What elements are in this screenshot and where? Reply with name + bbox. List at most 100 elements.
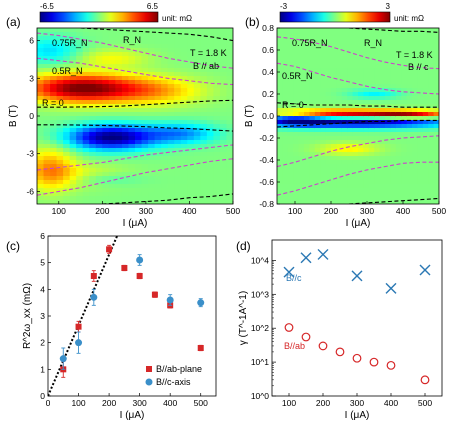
heatmap-cell — [347, 148, 354, 153]
data-point-circle — [197, 299, 205, 307]
heatmap-cell — [141, 36, 149, 41]
heatmap-cell — [154, 32, 162, 37]
heatmap-cell — [417, 84, 424, 89]
heatmap-cell — [325, 100, 332, 105]
heatmap-cell — [336, 48, 343, 53]
heatmap-cell — [37, 64, 45, 69]
heatmap-cell — [219, 192, 228, 197]
heatmap-cell — [314, 136, 321, 141]
heatmap-cell — [298, 76, 305, 81]
heatmap-cell — [37, 196, 45, 201]
heatmap-cell — [128, 32, 136, 37]
heatmap-cell — [293, 184, 300, 189]
heatmap-cell — [401, 84, 408, 89]
heatmap-cell — [213, 184, 221, 189]
heatmap-cell — [417, 96, 424, 101]
heatmap-cell — [37, 100, 45, 105]
heatmap-cell — [76, 80, 84, 85]
heatmap-cell — [320, 196, 327, 201]
heatmap-cell — [56, 44, 64, 49]
heatmap-cell — [213, 72, 221, 77]
data-point-x — [300, 252, 312, 264]
heatmap-cell — [43, 112, 51, 117]
heatmap-cell — [200, 152, 208, 157]
heatmap-cell — [89, 116, 97, 121]
heatmap-cell — [374, 172, 381, 177]
y-tick-label: 3 — [29, 73, 34, 83]
heatmap-cell — [385, 32, 391, 37]
heatmap-cell — [325, 176, 332, 181]
heatmap-cell — [325, 168, 332, 173]
data-point-x — [317, 248, 329, 260]
heatmap-cell — [167, 176, 175, 181]
heatmap-cell — [213, 140, 221, 145]
heatmap-cell — [69, 56, 77, 61]
heatmap-cell — [200, 68, 208, 73]
data-point-circle — [166, 296, 174, 304]
heatmap-cell — [148, 100, 156, 105]
heatmap-cell — [347, 180, 354, 185]
heatmap-cell — [174, 200, 182, 204]
heatmap-cell — [428, 52, 435, 57]
heatmap-cell — [128, 60, 136, 65]
heatmap-cell — [193, 84, 201, 89]
heatmap-cell — [206, 136, 214, 141]
heatmap-cell — [401, 60, 408, 65]
heatmap-cell — [63, 36, 71, 41]
heatmap-cell — [314, 32, 321, 37]
heatmap-cell — [401, 140, 408, 145]
heatmap-cell — [174, 52, 182, 57]
x-tick-label: 400 — [182, 206, 196, 216]
heatmap-cell — [37, 48, 45, 53]
heatmap-cell — [314, 44, 321, 49]
heatmap-cell — [135, 100, 143, 105]
heatmap-cell — [401, 160, 408, 165]
heatmap-cell — [37, 36, 45, 41]
heatmap-cell — [352, 168, 359, 173]
heatmap-cell — [433, 176, 439, 181]
heatmap-cell — [69, 168, 77, 173]
heatmap-cell — [82, 124, 90, 129]
heatmap-cell — [213, 196, 221, 201]
heatmap-cell — [63, 80, 71, 85]
heatmap-cell — [206, 52, 214, 57]
heatmap-cell — [358, 48, 364, 53]
heatmap-cell — [63, 144, 71, 149]
heatmap-cell — [282, 28, 289, 33]
heatmap-cell — [37, 128, 45, 133]
heatmap-cell — [206, 152, 214, 157]
heatmap-cell — [298, 172, 305, 177]
heatmap-cell — [135, 116, 143, 121]
heatmap-cell — [358, 156, 364, 161]
heatmap-cell — [193, 32, 201, 37]
heatmap-cell — [82, 168, 90, 173]
heatmap-cell — [277, 72, 283, 77]
heatmap-cell — [395, 200, 402, 204]
heatmap-cell — [213, 132, 221, 137]
heatmap-cell — [331, 196, 337, 201]
heatmap-cell — [43, 132, 51, 137]
heatmap-cell — [282, 72, 289, 77]
heatmap-cell — [154, 96, 162, 101]
heatmap-cell — [433, 164, 439, 169]
heatmap-cell — [115, 100, 123, 105]
heatmap-cell — [341, 40, 348, 45]
heatmap-cell — [37, 96, 45, 101]
heatmap-cell — [401, 76, 408, 81]
heatmap-cell — [390, 44, 397, 49]
heatmap-cell — [135, 184, 143, 189]
heatmap-cell — [325, 180, 332, 185]
heatmap-cell — [390, 132, 397, 137]
heatmap-cell — [63, 132, 71, 137]
heatmap-cell — [352, 96, 359, 101]
heatmap-cell — [282, 116, 289, 121]
heatmap-cell — [50, 72, 58, 77]
heatmap-cell — [226, 128, 233, 133]
heatmap-cell — [213, 96, 221, 101]
heatmap-cell — [368, 172, 375, 177]
heatmap-cell — [363, 180, 370, 185]
heatmap-cell — [174, 28, 182, 33]
heatmap-cell — [148, 180, 156, 185]
heatmap-cell — [50, 92, 58, 97]
heatmap-cell — [187, 116, 195, 121]
